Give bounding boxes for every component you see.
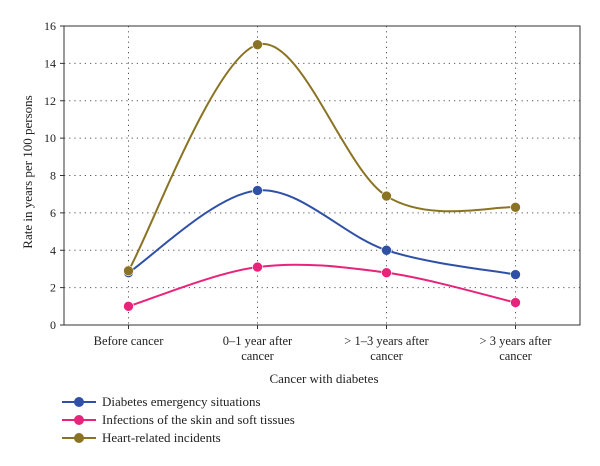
series-diabetes-emergency-point	[510, 269, 521, 280]
legend-swatch-heart	[62, 433, 96, 443]
axes	[60, 25, 581, 329]
series-skin-infections-point	[381, 267, 392, 278]
legend-item-heart: Heart-related incidents	[62, 429, 295, 447]
y-tick-label: 6	[50, 206, 56, 220]
series-skin-infections-point	[123, 301, 134, 312]
plot-frame	[63, 25, 581, 326]
series-skin-infections-point	[252, 261, 263, 273]
y-tick-label: 12	[44, 94, 56, 108]
y-tick-label: 16	[44, 19, 56, 33]
series-heart-incidents-point	[252, 39, 263, 50]
x-tick-label: 0–1 year after cancer	[223, 334, 293, 363]
x-tick-label: > 1–3 years after cancer	[344, 334, 429, 363]
y-tick-label: 0	[50, 318, 56, 332]
y-axis-title: Rate in years per 100 persons	[20, 95, 35, 248]
legend-swatch-diabetes	[62, 397, 96, 407]
series-diabetes-emergency-point	[252, 185, 263, 196]
legend-item-diabetes: Diabetes emergency situations	[62, 393, 295, 411]
x-tick-label: > 3 years after cancer	[480, 334, 553, 363]
legend-item-infections: Infections of the skin and soft tissues	[62, 411, 295, 429]
legend-label: Heart-related incidents	[102, 430, 221, 445]
series-diabetes-emergency-line	[127, 189, 516, 276]
y-tick-label: 4	[50, 243, 56, 257]
series-heart-incidents-point	[381, 190, 392, 202]
y-tick-label: 2	[50, 281, 56, 295]
legend-label: Diabetes emergency situations	[102, 394, 261, 409]
series-group	[123, 39, 521, 312]
series-heart-incidents-point	[510, 201, 521, 213]
labels: 0 2 4 6 8 10 12 14 16 Before cancer 0–1 year after…	[44, 19, 552, 363]
legend: Diabetes emergency situations Infections…	[62, 393, 295, 447]
series-diabetes-emergency-point	[381, 244, 392, 256]
grid	[64, 26, 580, 325]
legend-swatch-infections	[62, 415, 96, 425]
series-skin-infections-point	[510, 297, 521, 308]
series-skin-infections-line	[128, 263, 516, 308]
y-tick-label: 8	[50, 169, 56, 183]
x-tick-label: Before cancer	[94, 334, 165, 348]
y-tick-label: 14	[44, 56, 56, 70]
series-heart-incidents-line	[127, 43, 516, 272]
x-axis-title: Cancer with diabetes	[269, 371, 378, 386]
legend-label: Infections of the skin and soft tissues	[102, 412, 295, 427]
y-tick-label: 10	[44, 131, 56, 145]
series-heart-incidents-point	[123, 265, 134, 277]
